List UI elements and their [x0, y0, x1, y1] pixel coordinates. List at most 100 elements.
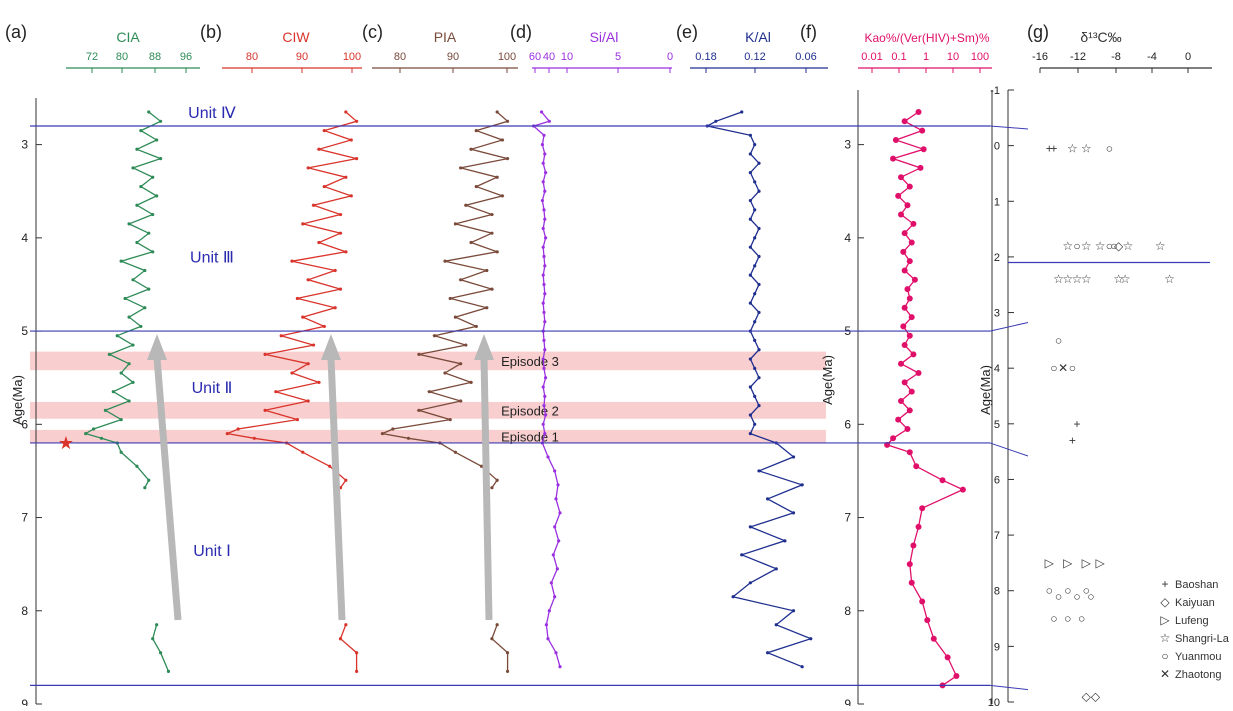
data-point-kao	[906, 407, 913, 414]
unit-connector-0	[989, 125, 1029, 130]
data-point-pia	[391, 427, 395, 431]
data-point-cia	[135, 240, 139, 245]
data-point-sial	[546, 637, 550, 641]
data-point-ciw	[279, 334, 283, 338]
legend-label: Zhaotong	[1175, 669, 1221, 681]
data-point-kao	[919, 127, 926, 134]
unit-connector-3	[989, 684, 1029, 691]
data-point-ciw	[301, 450, 305, 454]
data-point-ciw	[349, 194, 353, 198]
legend-label: Baoshan	[1175, 579, 1218, 591]
data-point-kao	[895, 192, 902, 199]
episode-band-1	[30, 351, 826, 371]
data-point-sial	[541, 161, 545, 165]
g-age-tick-label: 5	[994, 419, 1000, 431]
data-point-kao	[898, 360, 905, 367]
data-point-sial	[556, 483, 560, 487]
data-point-kao	[915, 370, 922, 377]
unit-label-3: Unit Ⅱ	[192, 380, 233, 397]
legend-label: Kaiyuan	[1175, 597, 1215, 609]
data-point-sial	[542, 133, 546, 137]
episode-label-1: Episode 3	[501, 354, 559, 369]
panel-title-kao: Kao%/(Ver(HIV)+Sm)%	[864, 31, 989, 45]
top-tick-label-cia: 80	[116, 51, 128, 63]
data-point-kal	[757, 310, 761, 315]
data-point-ciw	[349, 138, 353, 142]
legend-marker: ▷	[1160, 613, 1170, 627]
data-point-kal	[757, 189, 761, 193]
data-point-kal	[774, 567, 778, 571]
g-age-tick-label: 8	[994, 586, 1000, 598]
data-point-sial	[546, 455, 550, 459]
data-point-kal	[757, 404, 761, 408]
top-tick-label-pia: 100	[498, 51, 516, 63]
panel-letter-kal: (e)	[676, 22, 698, 42]
data-point-kal	[757, 254, 761, 259]
series-line-kal	[705, 111, 813, 668]
panel-letter-cia: (a)	[5, 22, 27, 42]
d13c-point: ○	[1069, 361, 1076, 375]
d13c-point: ○	[1073, 239, 1080, 253]
data-point-sial	[543, 432, 547, 436]
data-point-kal	[748, 133, 752, 137]
data-point-pia	[474, 184, 478, 189]
top-tick-label-ciw: 100	[343, 51, 361, 63]
data-point-cia	[147, 110, 151, 114]
data-point-ciw	[306, 166, 310, 170]
data-point-kao	[900, 323, 907, 330]
top-tick-label-pia: 80	[394, 51, 406, 63]
data-point-pia	[448, 296, 452, 301]
data-point-cia	[135, 203, 139, 207]
data-point-kao	[904, 286, 911, 293]
data-point-pia	[453, 450, 458, 454]
data-point-cia	[131, 380, 135, 384]
data-point-kao	[917, 164, 924, 171]
data-point-kal	[757, 282, 761, 287]
legend-marker: +	[1161, 577, 1168, 591]
g-age-tick-label: 1	[994, 196, 1000, 208]
data-point-kal	[757, 161, 761, 165]
data-point-ciw	[317, 380, 321, 384]
data-point-pia	[495, 175, 499, 179]
data-point-cia	[143, 486, 147, 490]
data-point-pia	[505, 157, 510, 161]
series-line-ciw	[339, 624, 358, 672]
age-axis-label-f: Age(Ma)	[820, 355, 835, 405]
d13c-point: ☆	[1113, 272, 1124, 286]
data-point-ciw	[344, 110, 348, 114]
top-tick-label-cia: 72	[86, 51, 98, 63]
data-point-pia	[448, 418, 452, 422]
top-tick-label-ciw: 90	[296, 51, 308, 63]
data-point-cia	[158, 157, 163, 161]
data-point-sial	[543, 394, 547, 398]
data-point-kao	[901, 342, 908, 349]
data-point-pia	[505, 669, 510, 673]
d13c-point: ○	[1046, 584, 1053, 598]
legend-marker: ○	[1161, 649, 1168, 663]
data-point-cia	[127, 222, 131, 226]
top-tick-label-d13c: -12	[1070, 51, 1086, 63]
data-point-cia	[151, 175, 155, 179]
age-tick-label-f: 6	[844, 417, 851, 431]
data-point-kao	[959, 486, 966, 493]
data-point-kao	[890, 155, 897, 162]
data-point-pia	[417, 408, 421, 412]
data-point-kao	[944, 654, 951, 661]
data-point-kal	[757, 376, 761, 380]
data-point-sial	[553, 525, 557, 529]
data-point-ciw	[263, 408, 267, 412]
d13c-point: ○	[1083, 584, 1090, 598]
d13c-point: ▷	[1082, 556, 1092, 570]
data-point-kal	[757, 469, 761, 473]
data-point-kao	[919, 598, 926, 605]
d13c-point: ○	[1106, 239, 1113, 253]
data-point-kal	[748, 170, 752, 175]
data-point-kal	[753, 320, 757, 324]
data-point-cia	[111, 390, 115, 394]
data-point-cia	[127, 399, 131, 403]
panel-letter-pia: (c)	[362, 22, 383, 42]
data-point-kal	[753, 208, 757, 212]
data-point-pia	[495, 478, 499, 482]
